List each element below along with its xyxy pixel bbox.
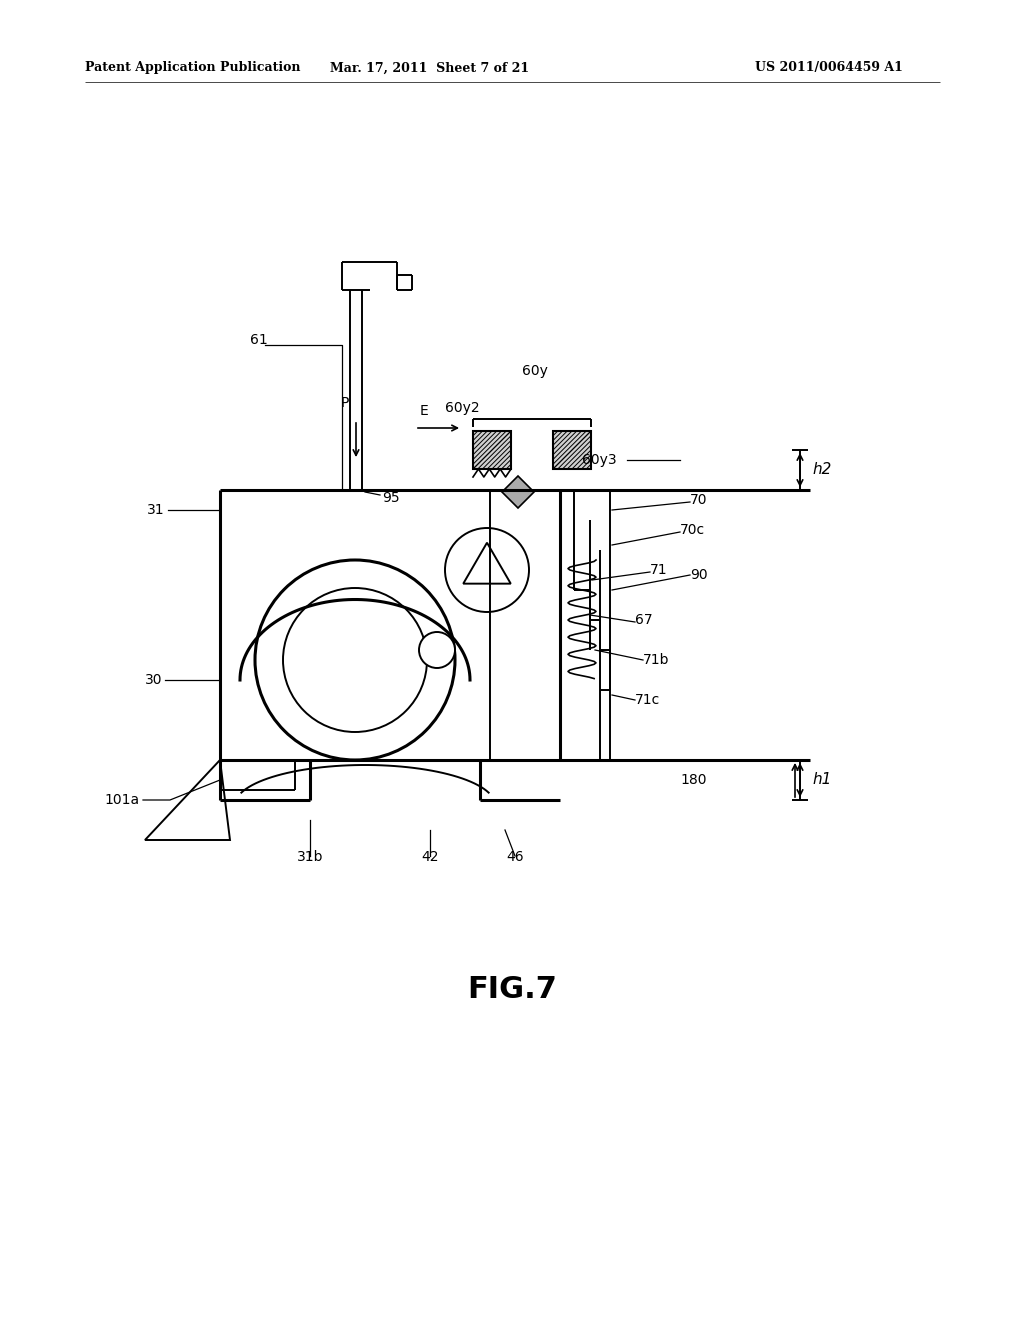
Circle shape [445, 528, 529, 612]
Text: 46: 46 [506, 850, 524, 865]
Text: 90: 90 [690, 568, 708, 582]
Text: P: P [341, 396, 349, 411]
Text: h1: h1 [812, 772, 831, 788]
Text: 31: 31 [147, 503, 165, 517]
Text: 95: 95 [382, 491, 399, 506]
Text: Mar. 17, 2011  Sheet 7 of 21: Mar. 17, 2011 Sheet 7 of 21 [331, 62, 529, 74]
Text: E: E [420, 404, 429, 418]
Circle shape [419, 632, 455, 668]
Bar [553, 432, 591, 469]
Text: FIG.7: FIG.7 [467, 975, 557, 1005]
Bar [473, 432, 511, 469]
Text: US 2011/0064459 A1: US 2011/0064459 A1 [755, 62, 903, 74]
Polygon shape [502, 477, 534, 508]
Text: 60y2: 60y2 [444, 401, 479, 414]
Text: 31b: 31b [297, 850, 324, 865]
Text: 71c: 71c [635, 693, 660, 708]
Text: Patent Application Publication: Patent Application Publication [85, 62, 300, 74]
Text: 30: 30 [144, 673, 162, 686]
Text: 70: 70 [690, 492, 708, 507]
Text: 61: 61 [250, 333, 267, 347]
Text: 70c: 70c [680, 523, 706, 537]
Text: 71: 71 [650, 564, 668, 577]
Text: 60y: 60y [522, 364, 548, 378]
Text: 60y3: 60y3 [582, 453, 616, 467]
Text: 71b: 71b [643, 653, 670, 667]
Text: 67: 67 [635, 612, 652, 627]
Text: 42: 42 [421, 850, 438, 865]
Text: 101a: 101a [104, 793, 140, 807]
Text: 180: 180 [680, 774, 707, 787]
Text: h2: h2 [812, 462, 831, 478]
